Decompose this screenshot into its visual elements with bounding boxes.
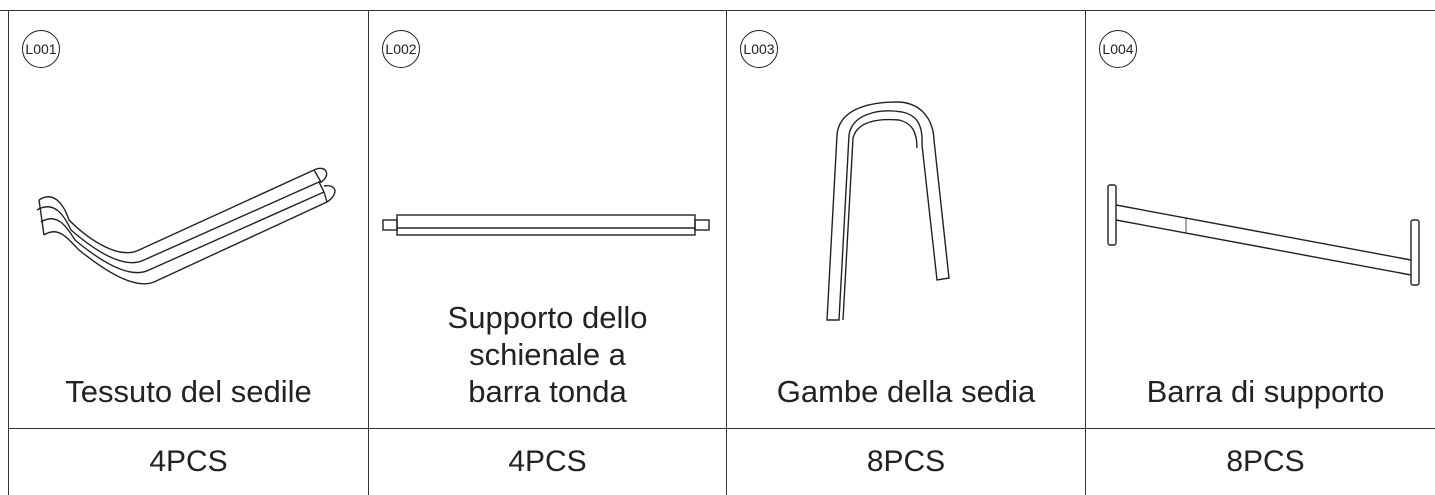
part-cell: L003 Gambe della sedia	[726, 10, 1085, 428]
part-name-line: Barra di supporto	[1146, 374, 1385, 409]
part-name: Supporto dello schienale a barra tonda	[369, 299, 726, 410]
part-cell: L001 Tessuto del sedile	[8, 10, 368, 428]
part-code: L003	[740, 30, 778, 68]
part-code: L001	[22, 30, 60, 68]
part-illustration	[382, 214, 710, 236]
part-code: L002	[382, 30, 420, 68]
part-name: Gambe della sedia	[727, 373, 1085, 410]
part-quantity: 4PCS	[368, 428, 726, 495]
table-border	[0, 10, 1435, 11]
part-name-line: Gambe della sedia	[776, 374, 1036, 409]
part-illustration	[826, 101, 950, 321]
part-illustration	[36, 167, 336, 285]
part-name-line: schienale a	[469, 337, 626, 372]
part-name: Barra di supporto	[1086, 373, 1435, 410]
part-name-line: barra tonda	[468, 374, 627, 409]
part-name: Tessuto del sedile	[9, 373, 368, 410]
part-name-line: Tessuto del sedile	[65, 374, 312, 409]
part-name-line: Supporto dello	[447, 300, 648, 335]
part-illustration	[1107, 184, 1420, 286]
part-cell: L002 Supporto dello schienale a barra tonda	[368, 10, 726, 428]
part-cell: L004 Barra di supporto	[1085, 10, 1435, 428]
part-code: L004	[1099, 30, 1137, 68]
part-quantity: 8PCS	[726, 428, 1085, 495]
part-quantity: 4PCS	[8, 428, 368, 495]
part-quantity: 8PCS	[1085, 428, 1435, 495]
